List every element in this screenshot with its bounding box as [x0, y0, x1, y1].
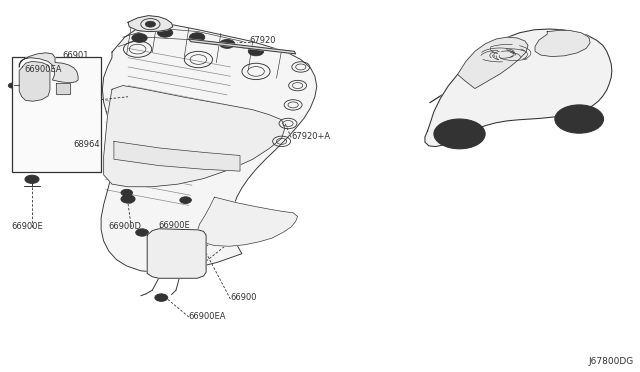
- Circle shape: [158, 296, 164, 299]
- Polygon shape: [197, 197, 298, 246]
- Text: 66900EA: 66900EA: [24, 65, 62, 74]
- Circle shape: [252, 49, 260, 54]
- Polygon shape: [19, 53, 78, 83]
- Circle shape: [161, 30, 170, 35]
- Circle shape: [180, 197, 191, 203]
- Text: 66900E: 66900E: [12, 222, 44, 231]
- Bar: [12, 57, 101, 172]
- Circle shape: [452, 130, 467, 138]
- Circle shape: [121, 189, 132, 196]
- Circle shape: [155, 294, 168, 301]
- Circle shape: [193, 35, 202, 40]
- Circle shape: [132, 33, 147, 42]
- Text: 67920+A: 67920+A: [291, 132, 330, 141]
- Circle shape: [223, 41, 232, 46]
- Text: 66900: 66900: [230, 293, 257, 302]
- Circle shape: [125, 197, 131, 201]
- Polygon shape: [101, 22, 317, 272]
- Circle shape: [189, 33, 205, 42]
- Polygon shape: [56, 83, 70, 94]
- Circle shape: [220, 39, 235, 48]
- Circle shape: [444, 125, 475, 143]
- Polygon shape: [19, 61, 50, 101]
- Circle shape: [434, 119, 485, 149]
- Circle shape: [136, 229, 148, 236]
- Circle shape: [135, 35, 144, 41]
- Circle shape: [8, 83, 17, 88]
- Polygon shape: [147, 229, 206, 278]
- Text: 67920: 67920: [250, 36, 276, 45]
- Circle shape: [248, 47, 264, 56]
- Circle shape: [25, 175, 39, 183]
- Text: 66900E: 66900E: [159, 221, 191, 230]
- Text: 66901: 66901: [63, 51, 89, 60]
- Polygon shape: [114, 141, 240, 171]
- Circle shape: [145, 21, 156, 27]
- Polygon shape: [458, 37, 528, 89]
- Text: 66900D: 66900D: [109, 222, 142, 231]
- Polygon shape: [104, 86, 285, 187]
- Circle shape: [555, 105, 604, 133]
- Circle shape: [564, 110, 594, 128]
- Polygon shape: [425, 29, 612, 147]
- Circle shape: [572, 115, 586, 123]
- Circle shape: [29, 177, 35, 181]
- Polygon shape: [189, 39, 296, 54]
- Circle shape: [157, 28, 173, 37]
- Polygon shape: [535, 31, 590, 57]
- Circle shape: [121, 195, 135, 203]
- Text: J67800DG: J67800DG: [588, 357, 634, 366]
- Polygon shape: [128, 16, 173, 32]
- Text: 66900EA: 66900EA: [189, 312, 227, 321]
- Text: 68964: 68964: [74, 140, 100, 149]
